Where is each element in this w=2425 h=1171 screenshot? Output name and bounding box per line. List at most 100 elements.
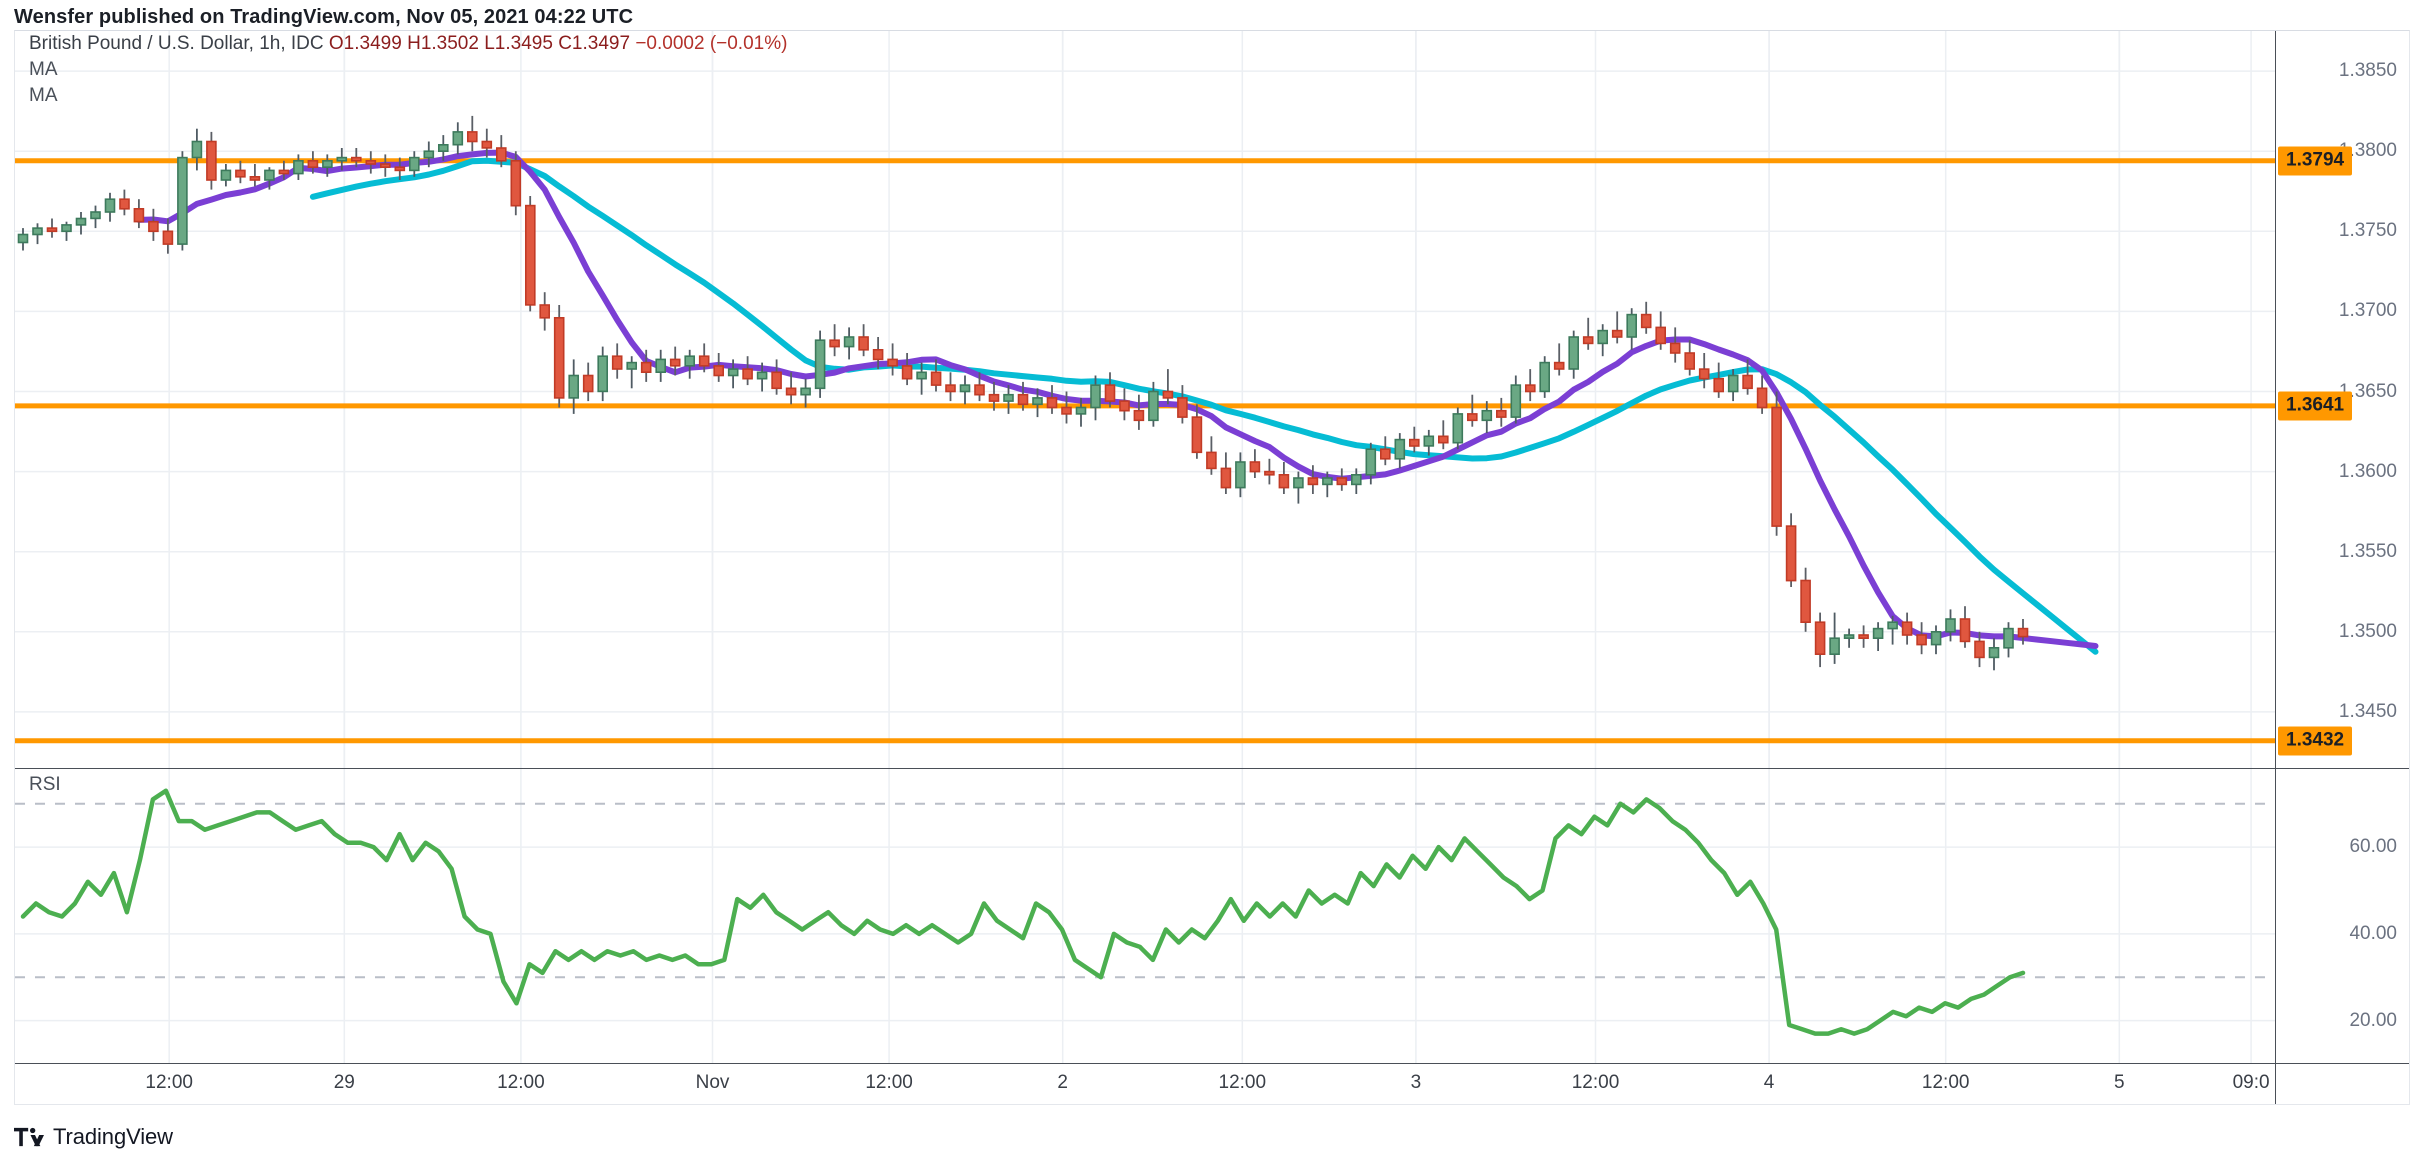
price-pane[interactable]: British Pound / U.S. Dollar, 1h, IDC O1.… [15, 31, 2409, 768]
ma-slow-line [309, 157, 2099, 655]
candlestick [1336, 468, 1348, 491]
candlestick [988, 381, 1000, 411]
time-axis-corner [2275, 1064, 2409, 1104]
time-axis[interactable]: 12:00 29 12:00 Nov 12:00 2 12:00 3 12:00 4 12:00 5 0… [15, 1063, 2409, 1104]
candlestick [1235, 452, 1246, 498]
candlestick [974, 372, 985, 402]
rsi-scale[interactable]: 60.00 40.00 20.00 [2275, 769, 2409, 1063]
candlestick [1597, 324, 1608, 357]
rsi-scale-tick: 40.00 [2349, 922, 2397, 944]
candlestick [1075, 397, 1087, 427]
candlestick [2003, 622, 2014, 658]
candlestick [1046, 385, 1058, 414]
candlestick [1829, 612, 1840, 664]
candlestick [1698, 353, 1710, 389]
rsi-pane[interactable]: RSI 60.00 40.00 20.00 [15, 768, 2409, 1063]
time-axis-tick: 12:00 [497, 1072, 545, 1093]
candlestick [1553, 343, 1565, 376]
candlestick [235, 160, 246, 184]
candlestick [1003, 385, 1014, 414]
rsi-plot-area[interactable] [15, 769, 2275, 1063]
candlestick [394, 157, 406, 180]
candlestick [423, 141, 435, 168]
candlestick [75, 212, 87, 235]
candlestick [61, 221, 72, 241]
candlestick [249, 164, 261, 187]
candlestick [307, 151, 319, 174]
candlestick [1742, 359, 1753, 395]
candlestick [322, 154, 333, 177]
price-chart-svg [15, 31, 2275, 768]
candlestick [466, 115, 478, 152]
candlestick [2017, 619, 2029, 645]
candlestick [133, 199, 145, 229]
price-line-badge[interactable]: 1.3794 [2278, 146, 2353, 176]
candlestick [191, 128, 203, 171]
candlestick [1322, 471, 1333, 498]
time-axis-tick: 12:00 [1571, 1072, 1620, 1093]
candlestick [1510, 375, 1522, 424]
candlestick [1872, 622, 1884, 651]
candlestick [379, 154, 391, 177]
candlestick [814, 330, 826, 398]
candlestick [1582, 317, 1594, 350]
candlestick [1220, 452, 1232, 494]
candlestick [1090, 375, 1101, 421]
candlestick [1365, 442, 1377, 485]
time-axis-tick: 12:00 [145, 1072, 193, 1093]
candlestick [916, 362, 927, 395]
price-scale-tick: 1.3850 [2338, 60, 2397, 82]
candlestick [104, 192, 116, 222]
price-scale[interactable]: 1.3850 1.3800 1.3750 1.3700 1.3650 1.3600 1.35… [2275, 31, 2409, 768]
time-axis-tick: 12:00 [1921, 1072, 1970, 1093]
candlestick [698, 343, 710, 373]
candlestick [1930, 625, 1942, 655]
candlestick [1162, 369, 1174, 405]
candlestick [1394, 433, 1406, 469]
candlestick [713, 353, 725, 382]
candlestick [264, 167, 275, 190]
candlestick [727, 359, 739, 389]
candlestick [1017, 381, 1029, 411]
time-axis-tick: 5 [2114, 1072, 2125, 1093]
candlestick [293, 154, 304, 180]
publication-attribution: Wensfer published on TradingView.com, No… [14, 6, 634, 28]
price-scale-tick: 1.3650 [2338, 380, 2397, 402]
ma-fast-line [135, 149, 2099, 649]
candlestick [206, 131, 217, 190]
candlestick [1351, 468, 1362, 494]
candlestick [1293, 471, 1304, 504]
candlestick [1496, 397, 1507, 427]
time-axis-tick: 3 [1410, 1072, 1422, 1093]
candlestick [1713, 362, 1724, 398]
candlestick [481, 128, 493, 158]
rsi-line [20, 788, 2026, 1036]
candlestick [1988, 638, 2000, 671]
candlestick [539, 292, 551, 331]
candlestick [1264, 458, 1275, 485]
candlestick [742, 356, 753, 386]
price-plot-area[interactable] [15, 31, 2275, 768]
price-line-badge[interactable]: 1.3432 [2278, 726, 2353, 756]
time-axis-tick: Nov [695, 1072, 730, 1093]
candlestick [785, 372, 797, 405]
time-axis-tick: 29 [333, 1072, 355, 1093]
candlestick [1191, 404, 1203, 459]
candlestick [1438, 420, 1449, 450]
rsi-scale-tick: 60.00 [2349, 836, 2397, 858]
candlestick [220, 164, 232, 187]
candlestick [1785, 513, 1797, 587]
price-line-badge[interactable]: 1.3641 [2278, 391, 2353, 421]
time-axis-tick: 2 [1057, 1072, 1068, 1093]
candlestick [1684, 340, 1695, 376]
candlestick [437, 135, 449, 161]
time-axis-tick: 12:00 [1218, 1072, 1267, 1093]
candlestick [148, 208, 159, 241]
candlestick [495, 135, 507, 168]
time-axis-tick: 09:0 [2232, 1072, 2270, 1093]
candlestick [90, 205, 101, 229]
candlestick [1887, 615, 1898, 645]
candlestick [1916, 622, 1927, 655]
candlestick [1380, 436, 1391, 466]
candlestick [452, 122, 464, 155]
